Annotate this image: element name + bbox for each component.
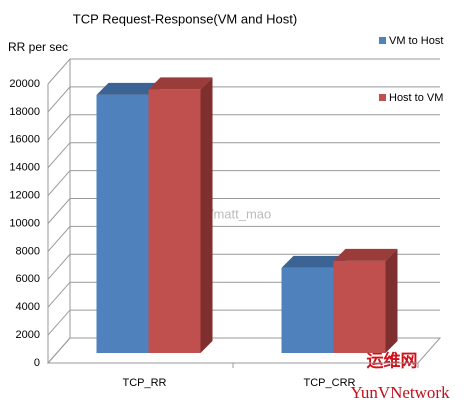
bar-top [148,77,213,90]
bar [333,260,386,353]
grid-line [47,225,440,252]
grid-line [47,86,440,113]
x-tick-label: TCP_RR [122,377,166,389]
bar [96,94,149,354]
grid-line [47,58,440,85]
bar-side [200,77,213,353]
bar [148,89,201,353]
chart-title: TCP Request-Response(VM and Host) [73,11,297,26]
grid-line [47,170,440,196]
bar [281,267,334,353]
y-tick-label: 16000 [9,134,40,146]
bar-top [281,255,346,268]
legend-swatch [379,37,386,44]
y-tick-label: 8000 [16,245,40,257]
x-tick-label: TCP_CRR [304,377,356,389]
y-tick-label: 20000 [9,78,40,90]
grid-line [47,114,440,141]
y-tick-label: 0 [34,357,40,369]
y-axis-label: RR per sec [8,40,68,54]
grid-line [47,142,440,169]
bar-top [96,82,161,95]
y-tick-label: 18000 [9,106,40,118]
y-tick-label: 12000 [9,190,40,202]
grid-line [47,253,440,280]
legend-label: Host to VM [389,92,443,104]
y-tick-label: 2000 [16,329,40,341]
bar-top [333,248,398,261]
legend-swatch [379,94,386,101]
grid-line [47,198,440,224]
y-tick-label: 4000 [16,301,40,313]
bar-side [385,248,398,353]
y-tick-label: 6000 [16,273,40,285]
legend-label: VM to Host [389,35,443,47]
y-tick-label: 10000 [9,217,40,229]
logo-top: 运维网 [367,350,418,370]
logo-bottom: YunVNetwork [350,383,450,402]
y-tick-label: 14000 [9,162,40,174]
